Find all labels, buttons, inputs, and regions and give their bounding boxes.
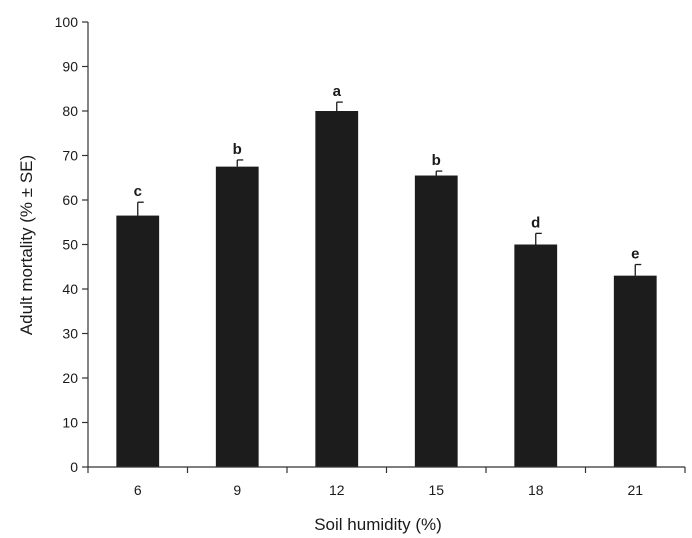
bars bbox=[116, 111, 657, 467]
significance-letter: b bbox=[432, 152, 441, 169]
y-tick-label: 40 bbox=[62, 281, 78, 297]
y-tick-label: 80 bbox=[62, 103, 78, 119]
y-tick-label: 0 bbox=[70, 459, 78, 475]
bar-18 bbox=[514, 244, 558, 467]
error-bar-9 bbox=[236, 159, 244, 167]
y-tick-label: 30 bbox=[62, 326, 78, 342]
error-bar-15 bbox=[435, 170, 443, 176]
y-tick-label: 90 bbox=[62, 59, 78, 75]
significance-letter: d bbox=[531, 214, 540, 231]
bar-15 bbox=[414, 175, 458, 467]
y-tick-labels: 0 10 20 30 40 50 60 70 80 90 100 bbox=[55, 14, 79, 475]
error-bar-12 bbox=[336, 101, 343, 111]
y-tick-label: 70 bbox=[62, 148, 78, 164]
y-tick-label: 100 bbox=[55, 14, 79, 30]
error-bars bbox=[137, 101, 642, 276]
x-tick-label: 9 bbox=[233, 482, 241, 498]
x-axis-title: Soil humidity (%) bbox=[314, 515, 442, 534]
error-bar-18 bbox=[535, 232, 542, 245]
y-tick-label: 10 bbox=[62, 415, 78, 431]
bar-12 bbox=[315, 111, 359, 467]
y-tick-label: 50 bbox=[62, 237, 78, 253]
y-axis-title: Adult mortality (% ± SE) bbox=[17, 155, 36, 335]
x-tick-label: 18 bbox=[528, 482, 544, 498]
significance-letter: c bbox=[134, 183, 142, 200]
significance-letters: c b a b d e bbox=[134, 83, 640, 262]
significance-letter: e bbox=[631, 246, 639, 263]
error-bar-21 bbox=[634, 263, 642, 276]
significance-letter: b bbox=[233, 141, 242, 158]
x-tick-label: 12 bbox=[329, 482, 345, 498]
error-bar-6 bbox=[137, 201, 144, 216]
bar-9 bbox=[215, 166, 259, 467]
significance-letter: a bbox=[333, 83, 342, 100]
x-tick-label: 15 bbox=[428, 482, 444, 498]
y-tick-label: 60 bbox=[62, 192, 78, 208]
axes bbox=[82, 21, 686, 473]
y-tick-label: 20 bbox=[62, 370, 78, 386]
x-tick-label: 6 bbox=[134, 482, 142, 498]
x-tick-labels: 6 9 12 15 18 21 bbox=[134, 482, 643, 498]
bar-6 bbox=[116, 215, 160, 467]
x-tick-label: 21 bbox=[627, 482, 643, 498]
bar-21 bbox=[613, 275, 657, 467]
